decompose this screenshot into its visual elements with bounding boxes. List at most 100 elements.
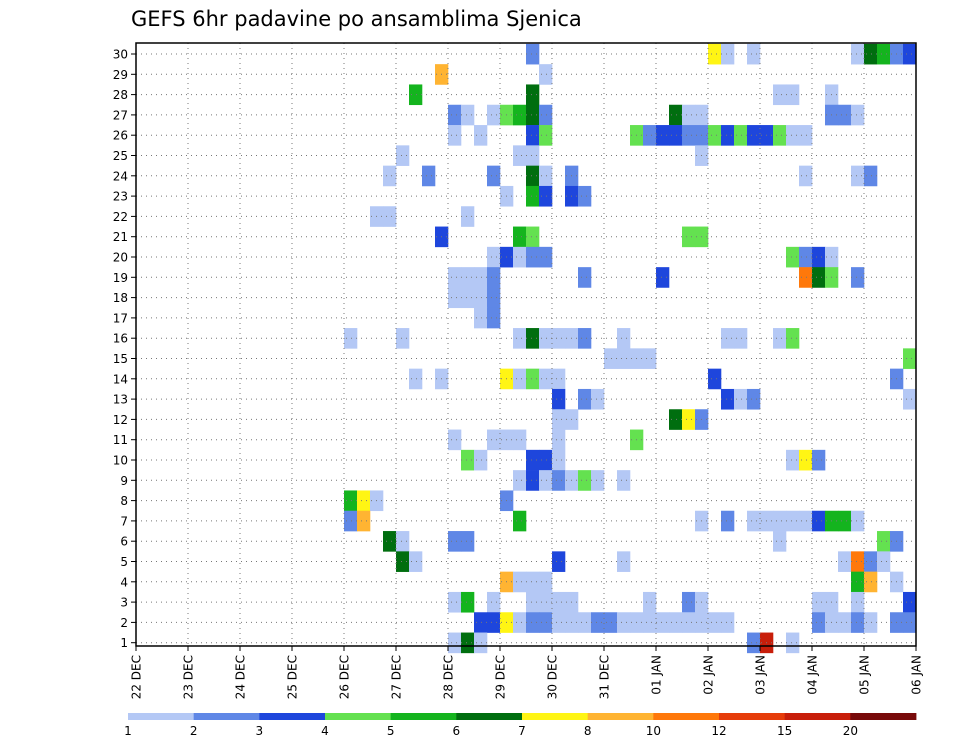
precip-cell — [513, 226, 527, 248]
precip-cell — [747, 632, 761, 654]
precip-cell — [877, 551, 891, 572]
precip-cell — [448, 267, 462, 288]
precip-cell — [669, 612, 683, 633]
precip-cell — [474, 612, 488, 633]
precip-cell — [786, 510, 800, 532]
y-tick-label: 26 — [113, 129, 128, 143]
precip-cell — [513, 571, 527, 593]
y-tick-label: 20 — [113, 251, 128, 265]
precip-cell — [487, 612, 501, 633]
colorbar-swatch — [653, 713, 720, 720]
y-tick-label: 22 — [113, 210, 128, 224]
precip-cell — [786, 84, 800, 106]
precip-cell — [591, 470, 605, 491]
precip-cell — [682, 409, 696, 430]
precip-cell — [539, 571, 553, 593]
precip-cell — [396, 531, 410, 552]
precip-cell — [461, 531, 475, 552]
precip-cell — [799, 449, 813, 471]
precip-cell — [539, 64, 553, 85]
precip-cell — [877, 43, 891, 65]
colorbar-swatch — [522, 713, 589, 720]
y-tick-label: 3 — [120, 596, 128, 610]
colorbar-label: 10 — [646, 724, 661, 738]
precip-cell — [552, 388, 566, 410]
precip-cell — [747, 510, 761, 532]
precip-cell — [383, 206, 397, 227]
precip-cell — [721, 328, 735, 349]
precip-cell — [812, 591, 826, 613]
precip-cell — [799, 510, 813, 532]
colorbar-label: 7 — [518, 724, 526, 738]
precip-cell — [812, 246, 826, 268]
y-tick-label: 2 — [120, 616, 128, 630]
colorbar-swatch — [456, 713, 523, 720]
precip-cell — [526, 328, 540, 349]
precip-cell — [552, 429, 566, 451]
precip-cell — [851, 551, 865, 572]
x-tick-label: 22 DEC — [130, 655, 144, 699]
y-tick-label: 1 — [120, 636, 128, 650]
precip-cell — [812, 510, 826, 532]
y-tick-label: 9 — [120, 474, 128, 488]
precip-cell — [708, 368, 722, 390]
colorbar-label: 1 — [124, 724, 132, 738]
precip-cell — [539, 246, 553, 268]
precip-cell — [643, 591, 657, 613]
precip-cell — [474, 125, 488, 146]
precip-cell — [448, 531, 462, 552]
y-tick-label: 7 — [120, 514, 128, 528]
precip-cell — [448, 429, 462, 451]
precip-cell — [526, 125, 540, 146]
precip-cell — [604, 612, 618, 633]
precip-cell — [851, 165, 865, 187]
precip-cell — [487, 307, 501, 329]
precip-cell — [773, 328, 787, 349]
precip-cell — [526, 591, 540, 613]
precip-cell — [721, 43, 735, 65]
precip-cell — [487, 287, 501, 309]
precip-cell — [578, 328, 592, 349]
precip-cell — [513, 470, 527, 491]
precip-cell — [643, 348, 657, 369]
precip-cell — [396, 551, 410, 572]
x-tick-label: 03 JAN — [754, 655, 768, 695]
x-tick-label: 23 DEC — [182, 655, 196, 699]
precip-cell — [656, 612, 670, 633]
y-tick-label: 18 — [113, 291, 128, 305]
precip-cell — [682, 125, 696, 146]
precip-cell — [617, 470, 631, 491]
precip-cell — [812, 267, 826, 288]
precip-cell — [903, 388, 917, 410]
precip-cell — [552, 449, 566, 471]
precip-cell — [669, 104, 683, 126]
y-tick-label: 23 — [113, 190, 128, 204]
precip-cell — [851, 591, 865, 613]
precip-cell — [708, 125, 722, 146]
precip-cell — [851, 104, 865, 126]
precip-cell — [448, 125, 462, 146]
y-tick-label: 10 — [113, 454, 128, 468]
precip-cell — [539, 612, 553, 633]
precip-cell — [513, 246, 527, 268]
precip-cell — [539, 125, 553, 146]
precip-cell — [734, 125, 748, 146]
precip-cell — [747, 388, 761, 410]
precip-cell — [474, 449, 488, 471]
y-tick-label: 4 — [120, 575, 128, 589]
y-tick-label: 24 — [113, 169, 128, 183]
precip-cell — [396, 328, 410, 349]
precip-cell — [786, 328, 800, 349]
precip-cell — [552, 470, 566, 491]
precip-cell — [526, 246, 540, 268]
precip-cell — [487, 165, 501, 187]
precip-cell — [448, 287, 462, 309]
colorbar-swatch — [128, 713, 195, 720]
precip-cell — [513, 612, 527, 633]
colorbar-label: 8 — [584, 724, 592, 738]
precip-cell — [773, 510, 787, 532]
x-tick-label: 05 JAN — [858, 655, 872, 695]
precip-cell — [461, 591, 475, 613]
precip-cell — [903, 43, 917, 65]
precip-cell — [409, 84, 423, 106]
